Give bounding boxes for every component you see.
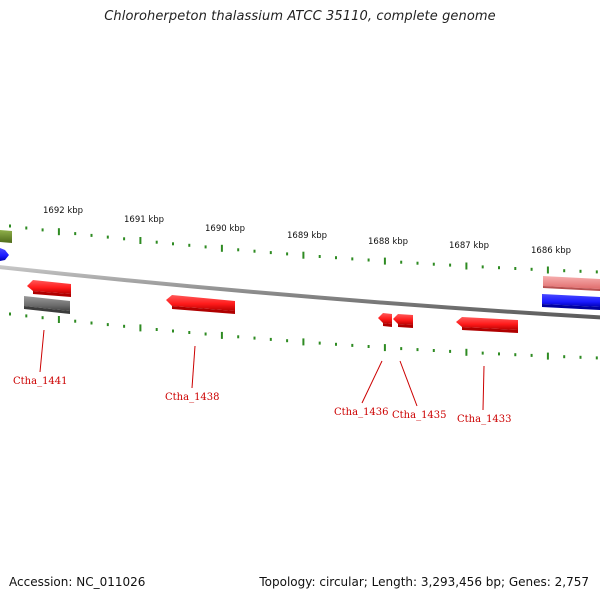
- gene-blue-left[interactable]: [0, 248, 9, 261]
- genome-backbone: [0, 265, 600, 320]
- leader-line-ctha-1433: [482, 365, 485, 411]
- gene-ctha-1436[interactable]: [378, 313, 392, 327]
- leader-line-ctha-1436: [361, 360, 383, 404]
- topology-text: Topology: circular; Length: 3,293,456 bp…: [259, 575, 589, 589]
- gene-olive-left[interactable]: [0, 230, 12, 243]
- outer-scale-ticks: [9, 224, 598, 274]
- scale-label: 1692 kbp: [43, 206, 83, 216]
- leader-line-ctha-1435: [399, 360, 418, 407]
- scale-label: 1689 kbp: [287, 231, 327, 241]
- gene-ctha-1438[interactable]: [166, 295, 235, 314]
- gene-label-ctha-1433[interactable]: Ctha_1433: [457, 414, 512, 425]
- gene-ctha-1441[interactable]: [24, 296, 70, 314]
- leader-line-ctha-1438: [191, 345, 196, 389]
- gene-label-ctha-1436[interactable]: Ctha_1436: [334, 407, 389, 418]
- genome-title: Chloroherpeton thalassium ATCC 35110, co…: [104, 9, 496, 24]
- scale-label: 1686 kbp: [531, 246, 571, 256]
- gene-ctha-1435[interactable]: [393, 314, 413, 328]
- scale-label: 1688 kbp: [368, 237, 408, 247]
- gene-label-ctha-1441[interactable]: Ctha_1441: [13, 376, 68, 387]
- gene-pink-right[interactable]: [543, 276, 600, 291]
- scale-label: 1691 kbp: [124, 215, 164, 225]
- gene-label-ctha-1435[interactable]: Ctha_1435: [392, 410, 447, 421]
- scale-label: 1690 kbp: [205, 224, 245, 234]
- gene-blue-right[interactable]: [542, 294, 600, 310]
- scale-label: 1687 kbp: [449, 241, 489, 251]
- gene-ctha-1442[interactable]: [27, 280, 71, 297]
- accession-text: Accession: NC_011026: [9, 575, 146, 589]
- inner-scale-ticks: [9, 312, 598, 360]
- leader-line-ctha-1441: [39, 329, 45, 373]
- gene-label-ctha-1438[interactable]: Ctha_1438: [165, 392, 220, 403]
- gene-ctha-1433[interactable]: [456, 317, 518, 333]
